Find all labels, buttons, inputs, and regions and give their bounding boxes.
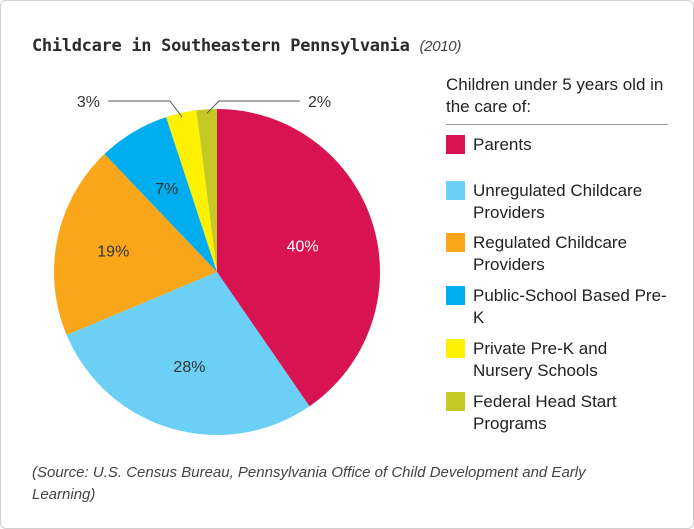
pie-slice-federal-head-start-programs — [196, 109, 217, 272]
legend-item: Federal Head Start Programs — [446, 391, 668, 435]
legend-swatch — [446, 135, 465, 154]
legend-item: Private Pre-K and Nursery Schools — [446, 338, 668, 382]
pie-slice-parents — [217, 109, 380, 407]
slice-value-label: 2% — [308, 94, 331, 111]
legend-heading: Children under 5 years old in the care o… — [446, 74, 668, 125]
slice-value-label: 7% — [155, 181, 178, 198]
legend-label: Public-School Based Pre-K — [473, 286, 667, 327]
title-year: (2010) — [419, 38, 462, 55]
legend-label: Regulated Childcare Providers — [473, 233, 628, 274]
legend-swatch — [446, 286, 465, 305]
legend-label: Parents — [473, 135, 532, 154]
title-text: Childcare in Southeastern Pennsylvania — [32, 36, 410, 56]
legend-swatch — [446, 339, 465, 358]
legend-swatch — [446, 392, 465, 411]
legend-label: Unregulated Childcare Providers — [473, 181, 643, 222]
slice-value-label: 40% — [287, 238, 319, 255]
slice-value-label: 3% — [77, 94, 100, 111]
legend-label: Federal Head Start Programs — [473, 392, 617, 433]
leader-line — [108, 100, 183, 118]
legend-label: Private Pre-K and Nursery Schools — [473, 339, 608, 380]
legend-swatch — [446, 181, 465, 200]
slice-value-label: 19% — [97, 243, 129, 260]
leader-line — [206, 100, 300, 114]
legend-item: Public-School Based Pre-K — [446, 285, 668, 329]
legend-swatch — [446, 233, 465, 252]
source-note: (Source: U.S. Census Bureau, Pennsylvani… — [32, 464, 586, 503]
legend-item: Parents — [446, 134, 668, 156]
slice-value-label: 28% — [173, 359, 205, 376]
pie-slice-regulated-childcare-providers — [54, 154, 217, 335]
pie-slice-unregulated-childcare-providers — [66, 272, 310, 435]
legend-item: Unregulated Childcare Providers — [446, 180, 668, 224]
pie-slice-public-school-based-pre-k — [104, 117, 217, 273]
legend-item: Regulated Childcare Providers — [446, 232, 668, 276]
chart-title: Childcare in Southeastern Pennsylvania (… — [32, 36, 461, 56]
pie-slice-private-pre-k-and-nursery-schools — [166, 110, 217, 272]
